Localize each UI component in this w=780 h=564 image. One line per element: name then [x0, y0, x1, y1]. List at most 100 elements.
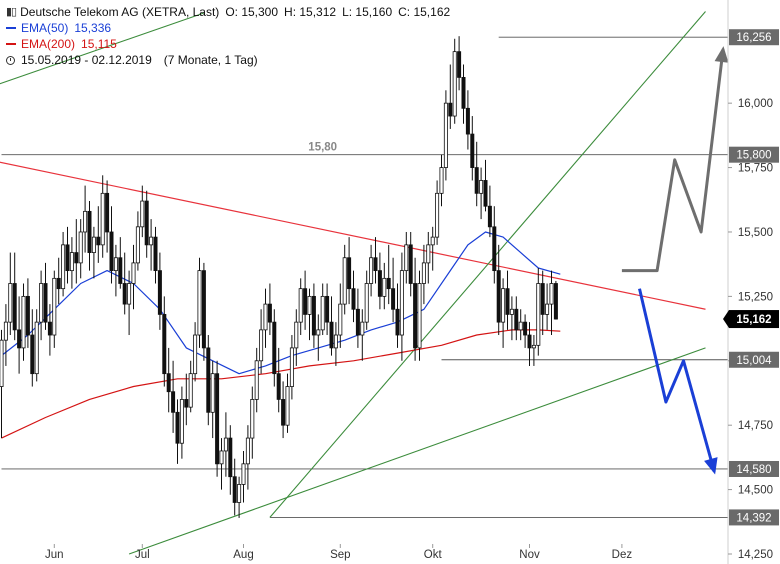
candle: [404, 231, 409, 284]
candle: [197, 257, 202, 348]
candlestick-icon: ▮▯: [6, 6, 17, 18]
candle-body: [373, 257, 378, 272]
y-tick-label: 16,000: [738, 98, 773, 110]
candle-body: [118, 257, 123, 284]
candle-body: [241, 463, 246, 485]
trend-line: [269, 11, 706, 518]
candle: [448, 64, 453, 129]
candle-body: [355, 308, 360, 336]
candle-body: [83, 210, 88, 233]
candle-body: [514, 308, 519, 331]
forecast-arrowhead: [714, 46, 729, 63]
candle: [316, 314, 321, 361]
candle-body: [166, 373, 171, 393]
candle-body: [307, 295, 312, 315]
candle: [483, 159, 488, 212]
candle: [259, 309, 264, 374]
candle-body: [536, 283, 541, 346]
candle: [52, 270, 57, 348]
y-tick-label: 15,750: [738, 163, 773, 175]
candle-body: [47, 321, 52, 336]
candle: [443, 90, 448, 181]
candle-body: [140, 200, 145, 228]
candle-body: [333, 334, 338, 349]
candle: [153, 226, 158, 284]
candle-body: [435, 192, 440, 238]
last-price-label: 15,162: [736, 314, 771, 326]
chart-legend: ▮▯ Deutsche Telekom AG (XETRA, Last) O: …: [6, 4, 450, 68]
candle-body: [276, 373, 281, 400]
candle: [105, 180, 110, 253]
candle-body: [509, 308, 514, 315]
forecast-path: [621, 48, 725, 273]
candle: [523, 314, 528, 348]
candle: [395, 283, 400, 348]
candle: [553, 280, 558, 320]
x-tick-label: Dez: [612, 549, 633, 561]
ema50-line: [1, 231, 561, 375]
candle: [540, 270, 545, 336]
candle-body: [157, 270, 162, 315]
candle-body: [281, 399, 286, 426]
candle: [303, 270, 308, 330]
candle-body: [527, 334, 532, 349]
candle-body: [351, 288, 356, 310]
candle: [307, 288, 312, 341]
candle-body: [483, 180, 488, 207]
candle: [470, 116, 475, 181]
candle-body: [461, 77, 466, 109]
level-label: 15,004: [736, 355, 772, 367]
candle: [219, 438, 224, 490]
candle-body: [470, 133, 475, 168]
candle: [113, 244, 118, 297]
candle: [184, 373, 189, 426]
candle: [479, 167, 484, 220]
ema200-line: [1, 329, 561, 439]
candle: [347, 237, 352, 305]
candle: [210, 360, 215, 439]
candle-body: [206, 347, 211, 413]
candle: [131, 244, 136, 310]
forecast-arrowhead: [704, 457, 718, 475]
candle-body: [61, 244, 66, 290]
candle: [369, 244, 374, 297]
candle: [237, 476, 242, 518]
candle: [30, 309, 35, 387]
candle-body: [342, 257, 347, 305]
candle-body: [25, 295, 30, 336]
trend-line: [0, 12, 205, 85]
candle: [549, 270, 554, 336]
last-price-box: [729, 310, 779, 329]
candle-body: [545, 303, 550, 315]
ema50-swatch: [6, 27, 16, 29]
candle: [452, 38, 457, 124]
candle: [364, 270, 369, 330]
candle-body: [43, 283, 48, 323]
candle: [175, 399, 180, 464]
candle-body: [21, 295, 26, 349]
candle-body: [135, 226, 140, 264]
candle-body: [298, 288, 303, 323]
candle-body: [487, 205, 492, 228]
candle: [74, 219, 79, 284]
level-label-box: [729, 351, 779, 368]
candle: [527, 322, 532, 366]
candle-body: [338, 303, 343, 336]
candle-body: [294, 321, 299, 349]
candle: [531, 335, 536, 366]
candle-body: [457, 51, 462, 78]
candle: [179, 386, 184, 459]
candle: [69, 237, 74, 289]
candle-body: [245, 437, 250, 465]
candle-body: [540, 283, 545, 315]
price-axis: 16,00015,75015,50015,25015,00014,75014,5…: [727, 0, 773, 564]
candle: [509, 296, 514, 341]
x-tick-label: Jul: [135, 549, 150, 561]
candle-body: [311, 295, 316, 336]
candle-body: [193, 334, 198, 375]
candle: [96, 206, 101, 263]
candle-body: [250, 399, 255, 439]
candle-body: [113, 257, 118, 272]
candle-body: [492, 226, 497, 272]
candle: [100, 175, 105, 258]
